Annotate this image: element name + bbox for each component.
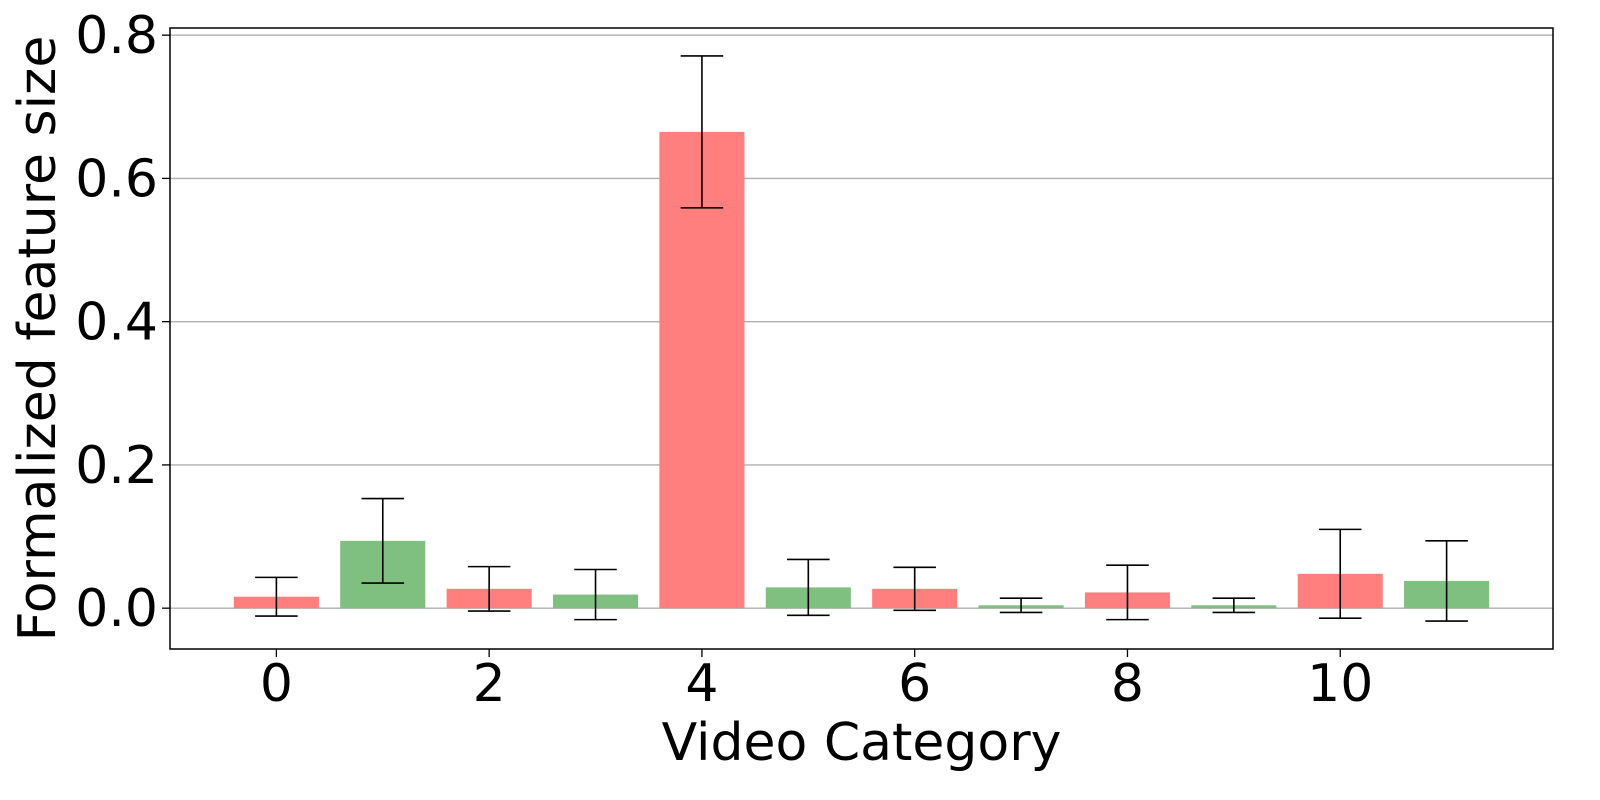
- error-bar: [999, 597, 1043, 614]
- y-tick-label: 0.4: [75, 293, 158, 353]
- y-tick-label: 0.0: [75, 579, 158, 639]
- error-bar: [1425, 540, 1468, 622]
- x-axis-label: Video Category: [662, 713, 1062, 773]
- y-tick-label: 0.6: [75, 149, 158, 209]
- error-bar: [361, 497, 405, 584]
- x-tick-label: 6: [898, 654, 931, 714]
- error-bar: [787, 558, 830, 617]
- y-axis-label: Formalized feature size: [8, 36, 68, 642]
- error-bar: [574, 568, 617, 621]
- error-bar: [1106, 564, 1149, 621]
- x-tick-label: 4: [685, 654, 718, 714]
- x-tick-label: 10: [1307, 654, 1373, 714]
- y-axis-ticks: 0.0 0.2 0.4 0.6 0.8: [75, 6, 170, 639]
- error-bar: [1212, 597, 1256, 614]
- error-bars: [255, 55, 1468, 622]
- y-tick-label: 0.2: [75, 436, 158, 496]
- error-bar: [680, 55, 724, 209]
- grid-lines: [170, 34, 1553, 609]
- error-bar: [1318, 528, 1362, 620]
- x-tick-label: 0: [260, 654, 293, 714]
- y-tick-label: 0.8: [75, 6, 158, 66]
- x-tick-label: 8: [1111, 654, 1144, 714]
- error-bar: [467, 565, 511, 612]
- error-bar: [893, 566, 936, 612]
- error-bar: [255, 576, 298, 617]
- bar: [659, 131, 745, 609]
- plot-frame: [169, 27, 1554, 650]
- x-axis-ticks: 0 2 4 6 8 10: [260, 649, 1373, 714]
- x-tick-label: 2: [473, 654, 506, 714]
- bars: [233, 131, 1490, 609]
